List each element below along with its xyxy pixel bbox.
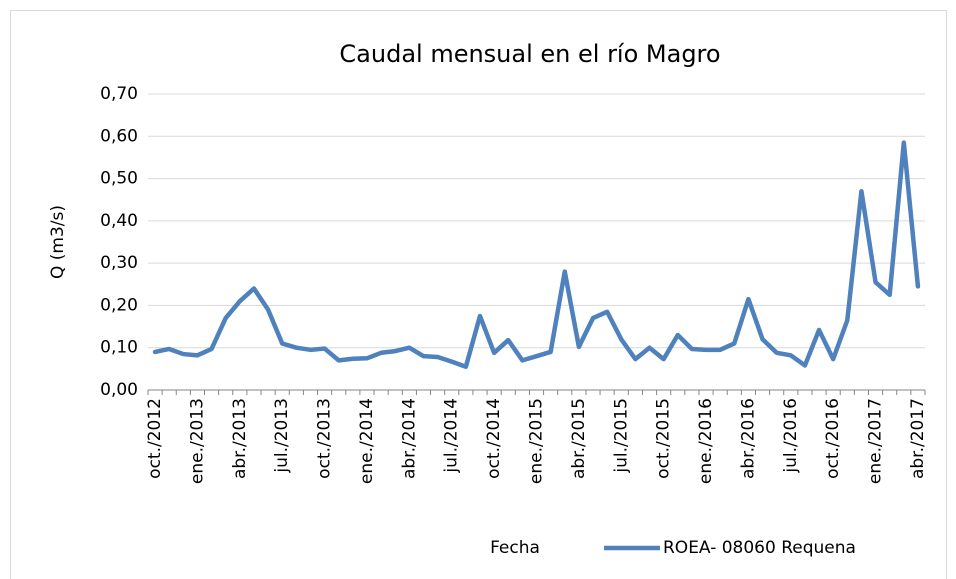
x-tick-label: ene./2017 [866,398,886,484]
data-line [152,140,921,369]
x-tick-label: jul./2015 [611,398,631,474]
x-tick-label: oct./2016 [823,398,843,479]
y-tick-label: 0,00 [100,380,138,400]
x-tick-label: abr./2017 [908,398,928,479]
y-tick-label: 0,30 [100,253,138,273]
x-tick-label: abr./2013 [230,398,250,479]
chart-border [10,10,947,579]
x-tick-label: abr./2015 [569,398,589,479]
x-tick-label: oct./2012 [145,398,165,479]
chart-title: Caudal mensual en el río Magro [339,40,720,68]
x-tick-label: ene./2016 [696,398,716,484]
y-tick-label: 0,70 [100,84,138,104]
x-tick-label: oct./2015 [654,398,674,479]
x-tick-label: abr./2016 [738,398,758,479]
y-axis-label: Q (m3/s) [48,205,68,279]
x-tick-label: jul./2014 [442,398,462,474]
x-tick-label: ene./2014 [357,398,377,484]
x-tick-label: oct./2014 [484,398,504,479]
x-tick-label: ene./2015 [527,398,547,484]
x-axis-label: Fecha [490,538,540,558]
x-tick-label: jul./2013 [272,398,292,474]
y-tick-label: 0,60 [100,126,138,146]
x-tick-label: abr./2014 [399,398,419,479]
y-tick-label: 0,20 [100,295,138,315]
x-tick-label: jul./2016 [781,398,801,474]
y-tick-label: 0,40 [100,211,138,231]
y-tick-label: 0,10 [100,338,138,358]
legend-label: ROEA- 08060 Requena [663,538,856,558]
x-tick-label: oct./2013 [315,398,335,479]
y-tick-label: 0,50 [100,169,138,189]
x-tick-label: ene./2013 [187,398,207,484]
